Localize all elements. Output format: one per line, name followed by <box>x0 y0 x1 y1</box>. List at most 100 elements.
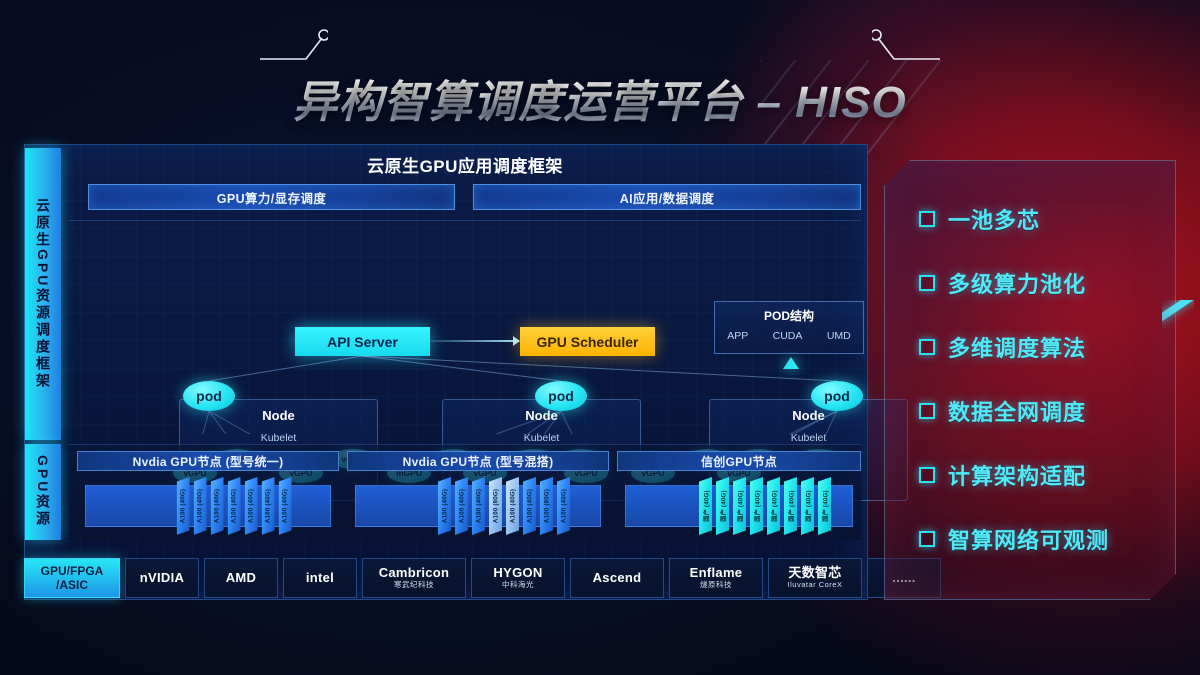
framework-title: 云原生GPU应用调度框架 <box>367 157 563 176</box>
vendor-logo-hygon[interactable]: HYGON 中科海光 <box>471 558 565 598</box>
gpu-card-label: A100 (40G) <box>475 488 482 524</box>
gpu-card-label: A100 (40G) <box>213 488 221 524</box>
gpu-card[interactable]: A100 (40G) <box>210 477 224 535</box>
gpu-card-label: A100 (40G) <box>264 488 272 524</box>
vendor-sub: 中科海光 <box>501 580 534 590</box>
gpu-card-label: 国产 (40G) <box>703 490 710 522</box>
page-title: 异构智算调度运营平台 – HISO <box>293 66 907 130</box>
gpu-node-group-1: Nvdia GPU节点 (型号统一) A100 (40G) A100 (40G) A1… <box>77 451 339 537</box>
gpu-card-stack-3: 国产 (40G) 国产 (40G) 国产 (40G) 国产 (40G) 国产 (40G)… <box>699 477 831 535</box>
node-label: Node <box>525 408 558 423</box>
gpu-node-group-2: Nvdia GPU节点 (型号混搭) A100 (40G) A100 (40G) A1… <box>347 451 609 537</box>
kubelet-label: Kubelet <box>260 432 297 444</box>
gpu-card[interactable]: A100 (40G) <box>176 477 190 535</box>
gpu-card-label: A100 (40G) <box>196 488 204 524</box>
gpu-card-label: A100 (40G) <box>560 488 567 524</box>
vendor-logo-[interactable]: 天数智芯 Iluvatar CoreX <box>768 558 862 598</box>
pod-layer-cuda: CUDA <box>772 330 803 342</box>
pod-node-1[interactable]: pod <box>183 381 235 411</box>
vendor-logo-enflame[interactable]: Enflame 燧原科技 <box>669 558 763 598</box>
vendor-name: AMD <box>225 569 257 585</box>
checkbox-square-icon <box>919 211 935 227</box>
gpu-card-label: A100 (40G) <box>509 488 516 524</box>
gpu-card[interactable]: 国产 (40G) <box>784 477 797 535</box>
vendor-text: intel <box>305 569 335 586</box>
pod-layer-umd: UMD <box>826 330 851 342</box>
right-edge-stripes-decoration <box>1162 300 1194 430</box>
gpu-card-label: 国产 (40G) <box>754 490 761 522</box>
gpu-card[interactable]: A100 (80G) <box>489 477 502 535</box>
pod-structure-layers: APP CUDA UMD <box>715 330 863 342</box>
checkbox-square-icon <box>919 403 935 419</box>
gpu-card[interactable]: A100 (40G) <box>455 477 468 535</box>
gpu-card[interactable]: A100 (40G) <box>278 477 292 535</box>
node-label: Node <box>792 408 825 423</box>
gpu-card[interactable]: 国产 (40G) <box>733 477 746 535</box>
gpu-resource-section: Nvdia GPU节点 (型号统一) A100 (40G) A100 (40G) A1… <box>69 444 861 540</box>
gpu-card[interactable]: 国产 (40G) <box>750 477 763 535</box>
gpu-card[interactable]: A100 (40G) <box>557 477 570 535</box>
scheduling-framework-body: API Server GPU Scheduler POD结构 APP CUDA UM… <box>69 220 908 518</box>
capability-bar-ai-app: AI应用/数据调度 <box>473 184 861 210</box>
vendor-name: Cambricon <box>378 565 450 581</box>
pod-node-2[interactable]: pod <box>535 381 587 411</box>
gpu-card[interactable]: A100 (40G) <box>472 477 485 535</box>
gpu-card[interactable]: 国产 (40G) <box>716 477 729 535</box>
gpu-card-label: A100 (40G) <box>441 488 448 524</box>
vendor-logo-intel[interactable]: intel <box>283 558 357 598</box>
vendor-logo-cambricon[interactable]: Cambricon 寒武纪科技 <box>362 558 466 598</box>
checkbox-square-icon <box>919 339 935 355</box>
vendor-label-line2: /ASIC <box>55 578 88 592</box>
gpu-card[interactable]: A100 (40G) <box>261 477 275 535</box>
feature-highlight-panel: 一池多芯多级算力池化 多维调度算法 数据全网调度计算架构适配 智算网络可观测 <box>884 160 1176 600</box>
gpu-card-stack-2: A100 (40G) A100 (40G) A100 (40G) A100 (80G)… <box>438 477 570 535</box>
vendor-name: intel <box>305 569 335 585</box>
vendor-sub: 寒武纪科技 <box>393 580 434 590</box>
gpu-card-label: A100 (40G) <box>247 488 255 524</box>
feature-item-4[interactable]: 数据全网调度 <box>919 395 1086 427</box>
vendor-text: HYGON 中科海光 <box>493 565 542 590</box>
gpu-card[interactable]: A100 (40G) <box>244 477 258 535</box>
gpu-card[interactable]: A100 (40G) <box>227 477 241 535</box>
gpu-card[interactable]: A100 (80G) <box>540 477 553 535</box>
vendor-logo-ascend[interactable]: Ascend <box>570 558 664 598</box>
pod-structure-box: POD结构 APP CUDA UMD <box>714 301 864 354</box>
sidebar-tab-gpu-resources: GPU资源 <box>25 444 61 540</box>
gpu-card-label: 国产 (40G) <box>771 490 778 522</box>
feature-item-1[interactable]: 一池多芯 <box>919 203 1040 235</box>
title-left-ornament-icon <box>260 29 328 60</box>
pod-uplink-arrow-icon <box>783 357 799 369</box>
api-server-box[interactable]: API Server <box>295 327 430 356</box>
gpu-card[interactable]: 国产 (40G) <box>767 477 780 535</box>
feature-item-6[interactable]: 智算网络可观测 <box>919 523 1109 555</box>
vendor-logo-nvidia[interactable]: nVIDIA <box>125 558 199 598</box>
gpu-card[interactable]: A100 (40G) <box>193 477 207 535</box>
gpu-node-group-3: 信创GPU节点 国产 (40G) 国产 (40G) 国产 (40G) 国产 (40G) 国… <box>617 451 861 537</box>
gpu-node-header-3: 信创GPU节点 <box>617 451 861 471</box>
gpu-card[interactable]: 国产 (40G) <box>699 477 712 535</box>
gpu-node-header-1: Nvdia GPU节点 (型号统一) <box>77 451 339 471</box>
gpu-card-stack-1: A100 (40G) A100 (40G) A100 (40G) A100 (40G)… <box>176 477 292 535</box>
capability-bar-gpu-compute: GPU算力/显存调度 <box>88 184 455 210</box>
kubelet-label: Kubelet <box>523 432 560 444</box>
vendor-logo-amd[interactable]: AMD <box>204 558 278 598</box>
feature-item-5[interactable]: 计算架构适配 <box>919 459 1086 491</box>
vendor-sub: 燧原科技 <box>699 580 732 590</box>
gpu-card[interactable]: 国产 (40G) <box>801 477 814 535</box>
feature-label: 智算网络可观测 <box>948 528 1110 553</box>
vendor-sub: Iluvatar CoreX <box>787 580 843 590</box>
vendor-name: Enflame <box>689 565 743 581</box>
checkbox-square-icon <box>919 275 935 291</box>
feature-label: 计算架构适配 <box>948 464 1087 489</box>
gpu-card[interactable]: A100 (40G) <box>438 477 451 535</box>
pod-layer-app: APP <box>727 330 749 342</box>
gpu-card[interactable]: 国产 (40G) <box>818 477 831 535</box>
gpu-card[interactable]: A100 (40G) <box>506 477 519 535</box>
gpu-node-header-2: Nvdia GPU节点 (型号混搭) <box>347 451 609 471</box>
feature-item-3[interactable]: 多维调度算法 <box>919 331 1086 363</box>
pod-node-3[interactable]: pod <box>811 381 863 411</box>
vendor-name: nVIDIA <box>139 569 185 585</box>
gpu-card[interactable]: A100 (40G) <box>523 477 536 535</box>
gpu-scheduler-box[interactable]: GPU Scheduler <box>520 327 655 356</box>
feature-item-2[interactable]: 多级算力池化 <box>919 267 1086 299</box>
